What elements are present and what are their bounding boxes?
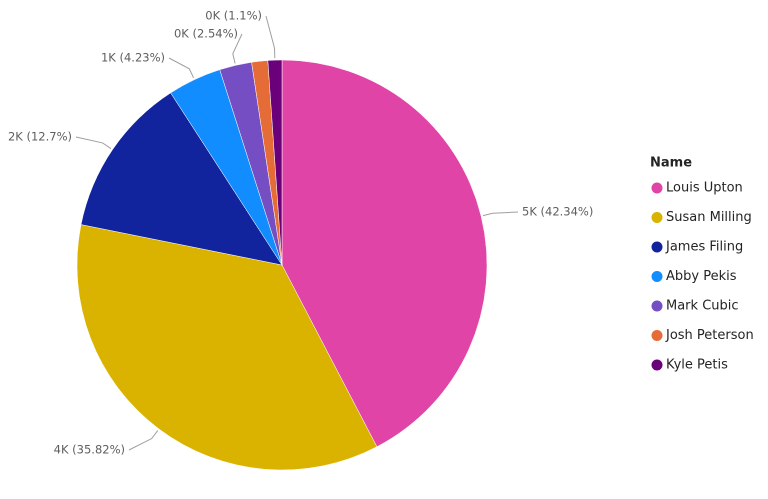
data-label: 2K (12.7%) [8, 130, 72, 144]
legend-marker [651, 330, 663, 341]
legend-marker [651, 271, 663, 282]
leader-line [482, 211, 519, 217]
leader-line [265, 15, 276, 59]
leader-line [128, 430, 159, 451]
data-label: 0K (2.54%) [174, 27, 238, 41]
pie-slice [76, 224, 378, 471]
data-label: 1K (4.23%) [101, 51, 165, 65]
legend-title: Name [650, 156, 692, 171]
data-label: 4K (35.82%) [54, 443, 125, 457]
leader-line [75, 136, 112, 149]
legend-label: Kyle Petis [666, 358, 728, 373]
legend-label: Louis Upton [666, 181, 743, 196]
pie-slice [267, 59, 283, 266]
leader-line [232, 33, 243, 64]
leader-line [168, 57, 195, 79]
pie-slice [80, 92, 283, 266]
legend-marker [651, 212, 663, 223]
data-label: 0K (1.1%) [205, 9, 262, 23]
legend-marker [651, 241, 663, 253]
legend-label: Josh Peterson [665, 328, 754, 343]
pie-slice [281, 59, 488, 448]
legend-marker [651, 182, 663, 194]
legend-label: Susan Milling [666, 210, 752, 225]
legend-label: James Filing [665, 240, 743, 255]
legend-marker [651, 300, 663, 312]
legend-label: Abby Pekis [666, 269, 737, 284]
data-label: 5K (42.34%) [522, 205, 593, 219]
legend-label: Mark Cubic [666, 299, 739, 314]
legend-marker [651, 359, 663, 371]
